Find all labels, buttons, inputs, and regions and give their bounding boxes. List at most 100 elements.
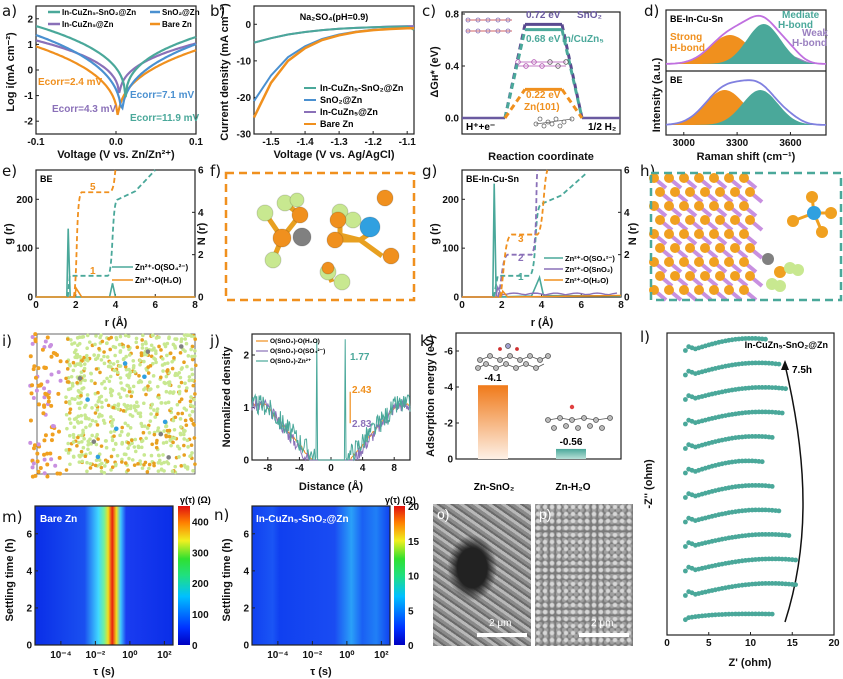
system-tag: BE xyxy=(40,174,53,184)
y-tick-label: 200 xyxy=(442,195,459,206)
atom xyxy=(82,366,87,371)
atom xyxy=(762,253,774,265)
data-point xyxy=(763,360,768,366)
data-point xyxy=(753,336,758,341)
atom xyxy=(104,398,109,402)
atom xyxy=(130,458,135,462)
y-axis-label: Adsorption energy (eV) xyxy=(425,335,437,457)
atom xyxy=(724,201,734,211)
atom xyxy=(49,457,54,462)
atom xyxy=(806,191,818,203)
atom xyxy=(172,436,177,440)
atom xyxy=(155,407,160,411)
atom xyxy=(77,460,82,464)
data-point xyxy=(683,446,688,451)
atom xyxy=(45,474,50,479)
data-point xyxy=(753,532,758,538)
atom xyxy=(85,469,89,474)
atom xyxy=(724,285,734,295)
atom xyxy=(69,338,73,342)
atom xyxy=(167,335,171,339)
colorbar-title: γ(τ) (Ω) xyxy=(385,495,416,505)
adsorption-chart: Adsorption energy (eV) -6 -4 -2 0 -4.1 -0.56… xyxy=(425,332,622,493)
atom xyxy=(664,201,674,211)
atom xyxy=(694,257,704,267)
atom xyxy=(30,335,35,340)
atom xyxy=(190,372,195,377)
panel-label: o) xyxy=(437,506,450,522)
data-point xyxy=(763,409,768,415)
atom xyxy=(670,215,680,225)
atom xyxy=(85,357,89,362)
y-tick-label: 2 xyxy=(243,603,249,614)
coord-number: 3 xyxy=(518,234,524,245)
y-tick-label: 1 xyxy=(27,40,33,51)
atom xyxy=(146,365,151,369)
x-tick-label: -1.2 xyxy=(365,137,383,148)
atom xyxy=(112,434,116,438)
level-name: SnO₂ xyxy=(577,10,602,21)
atom xyxy=(140,466,145,470)
atom xyxy=(31,461,36,466)
atom xyxy=(73,363,78,368)
data-point xyxy=(683,397,688,402)
atom xyxy=(122,388,127,392)
atom xyxy=(77,440,81,445)
atom xyxy=(76,401,80,406)
atom xyxy=(82,436,86,441)
data-point xyxy=(743,458,748,464)
atom xyxy=(67,417,72,421)
x-tick-label: 3600 xyxy=(779,138,802,149)
atom xyxy=(103,386,107,391)
atom xyxy=(709,173,719,183)
atom xyxy=(177,455,181,459)
atom xyxy=(715,215,725,225)
legend: In-CuZn₅-SnO₂@Zn SnO₂@Zn In-CuZn₅@Zn Bar… xyxy=(304,83,403,129)
atom xyxy=(694,285,704,295)
data-point xyxy=(683,544,688,549)
x-tick-label: 3300 xyxy=(726,138,749,149)
atom xyxy=(45,462,50,467)
atom xyxy=(178,417,183,421)
atom xyxy=(138,358,142,363)
end-state: 1/2 H₂ xyxy=(588,122,616,133)
scale-bar-label: 2 μm xyxy=(591,618,614,629)
atom xyxy=(192,397,196,402)
atom xyxy=(43,339,48,344)
sample-label: In-CuZn₅-SnO₂@Zn xyxy=(745,340,828,350)
legend-label: In-CuZn₅@Zn xyxy=(62,20,114,29)
panel-f: f) xyxy=(210,160,420,330)
atom xyxy=(113,368,117,373)
y-tick-label: 0 xyxy=(243,641,249,652)
atom xyxy=(73,355,77,360)
atom xyxy=(128,412,133,417)
data-point xyxy=(769,556,775,562)
data-point xyxy=(683,470,688,476)
atom xyxy=(670,271,680,281)
atom xyxy=(165,353,169,358)
y-tick-label: 0 xyxy=(624,293,630,304)
atom xyxy=(56,391,61,396)
data-point xyxy=(763,556,768,562)
atom xyxy=(88,451,93,455)
atom xyxy=(155,428,160,433)
x-tick-label: 10² xyxy=(374,650,389,661)
atom xyxy=(36,402,41,407)
solvation-structure-image xyxy=(224,171,416,302)
atom xyxy=(118,350,123,354)
atom xyxy=(178,375,183,380)
atom xyxy=(45,451,50,456)
atom xyxy=(64,448,69,452)
scale-bar xyxy=(477,633,527,637)
y-tick-label: 0 xyxy=(243,456,249,467)
category-label: Zn-H₂O xyxy=(556,482,591,493)
atom xyxy=(68,421,73,425)
x-tick-label: 4 xyxy=(539,300,545,311)
atom xyxy=(123,364,128,369)
y-axis-label: g (r) xyxy=(3,223,15,245)
atom xyxy=(120,460,124,464)
atom xyxy=(186,445,190,449)
lattice-icon xyxy=(533,116,575,129)
atom xyxy=(68,363,72,368)
envelope-line xyxy=(665,14,826,65)
